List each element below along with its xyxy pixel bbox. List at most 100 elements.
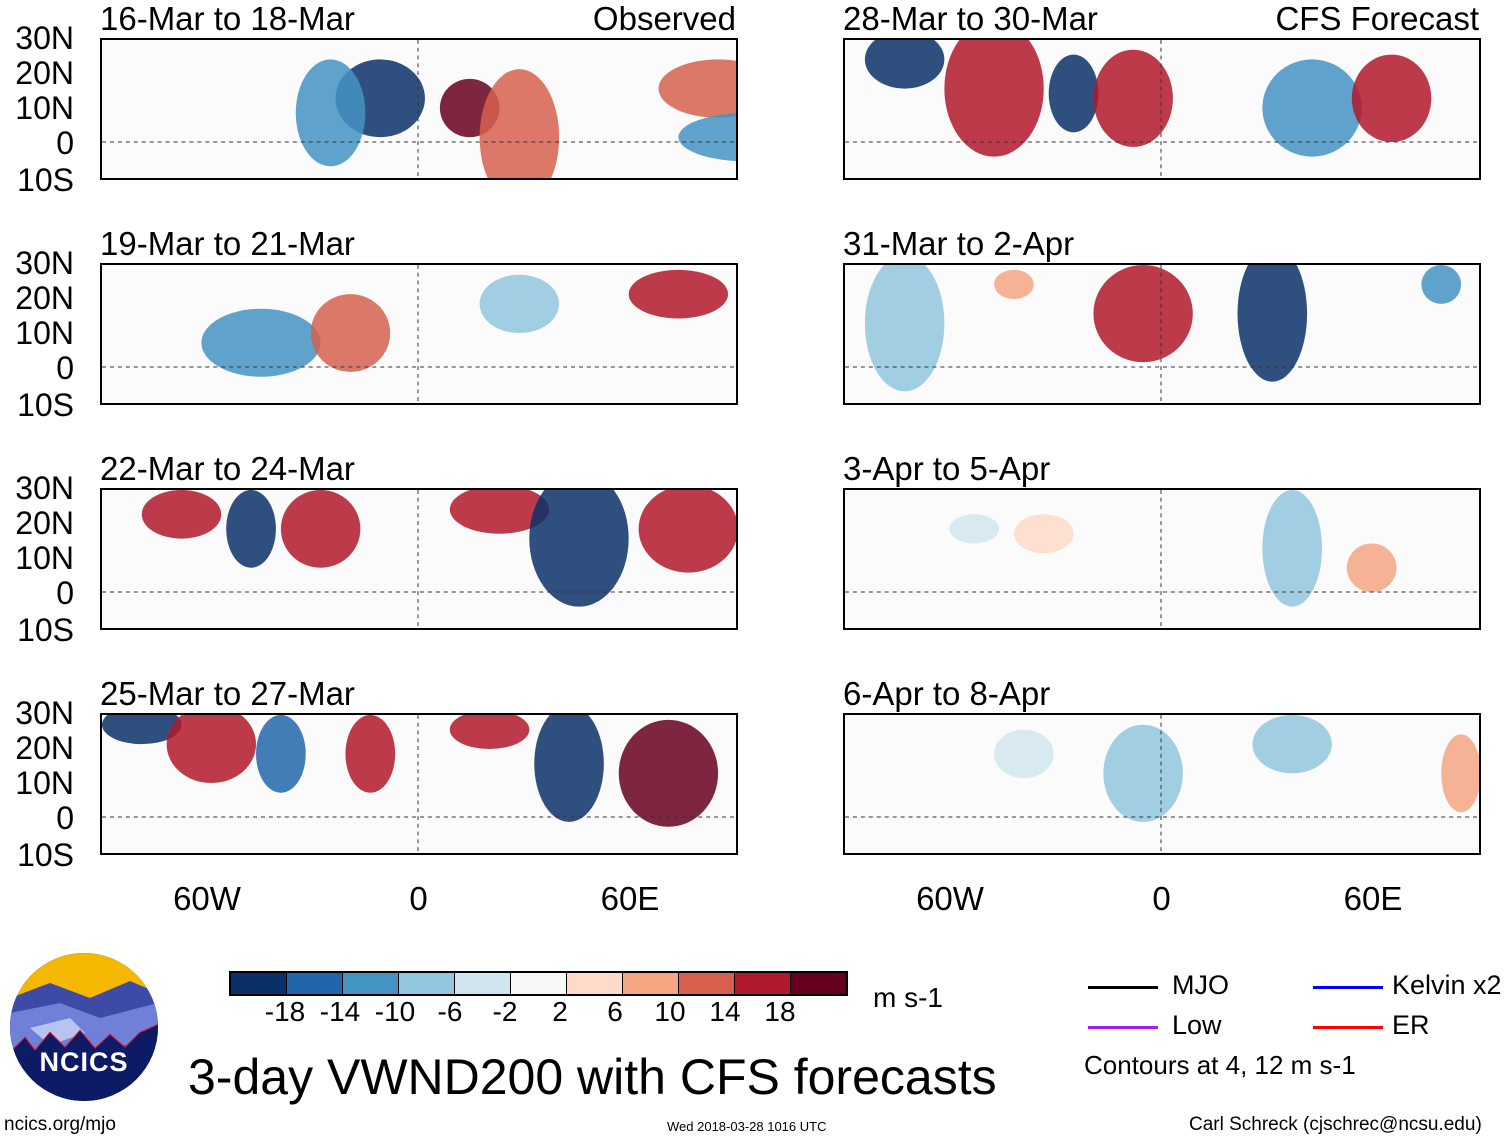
- anomaly-region: [1237, 265, 1308, 382]
- colorbar-swatch: [287, 973, 343, 994]
- lon-label: 0: [409, 880, 428, 917]
- lat-label: 0: [56, 575, 74, 611]
- colorbar-label: -14: [319, 996, 361, 1027]
- panel-title: 25-Mar to 27-Mar: [100, 675, 355, 712]
- anomaly-region: [226, 490, 276, 568]
- lat-label: 30N: [15, 245, 74, 281]
- anomaly-region: [345, 715, 396, 793]
- ncics-logo: NCICS: [10, 953, 158, 1101]
- footer-url[interactable]: ncics.org/mjo: [4, 1114, 116, 1135]
- legend-label-mjo: MJO: [1172, 970, 1229, 1000]
- panel-title: 28-Mar to 30-Mar: [843, 0, 1098, 37]
- anomaly-region: [479, 69, 560, 178]
- panel-title: 6-Apr to 8-Apr: [843, 675, 1051, 712]
- map-panel: [100, 488, 738, 630]
- anomaly-region: [1093, 265, 1193, 363]
- panel-title: 3-Apr to 5-Apr: [843, 450, 1051, 487]
- colorbar-label: 2: [552, 996, 568, 1027]
- map-panel: [843, 488, 1481, 630]
- anomaly-region: [256, 715, 306, 793]
- lon-label: 60E: [1343, 880, 1403, 917]
- anomaly-region: [1351, 54, 1432, 143]
- anomaly-region: [1346, 543, 1397, 593]
- anomaly-region: [1048, 54, 1099, 133]
- map-panel: [843, 713, 1481, 855]
- contour-note: Contours at 4, 12 m s-1: [1084, 1050, 1356, 1080]
- anomaly-region: [1262, 490, 1322, 607]
- colorbar-label: 18: [764, 996, 796, 1027]
- lat-label: 10S: [17, 837, 74, 873]
- colorbar-swatch: [343, 973, 399, 994]
- colorbar-swatch: [511, 973, 567, 994]
- lat-label: 10N: [15, 90, 74, 126]
- lat-label: 0: [56, 350, 74, 386]
- anomaly-region: [449, 490, 550, 534]
- colorbar-label: 6: [607, 996, 623, 1027]
- colorbar-label: -10: [374, 996, 416, 1027]
- footer-timestamp: Wed 2018-03-28 1016 UTC: [667, 1119, 827, 1134]
- anomaly-region: [201, 308, 321, 377]
- anomaly-region: [864, 265, 945, 392]
- anomaly-region: [628, 269, 729, 319]
- lat-label: 10N: [15, 540, 74, 576]
- colorbar-swatch: [567, 973, 623, 994]
- anomaly-region: [994, 729, 1054, 779]
- colorbar-swatch: [623, 973, 679, 994]
- figure-title: 3-day VWND200 with CFS forecasts: [188, 1049, 997, 1105]
- lon-label: 60W: [916, 880, 984, 917]
- lat-label: 20N: [15, 505, 74, 541]
- lon-label: 60W: [173, 880, 241, 917]
- colorbar-swatch: [455, 973, 511, 994]
- panel-title: 22-Mar to 24-Mar: [100, 450, 355, 487]
- legend-line-kelvin: [1313, 986, 1383, 989]
- anomaly-region: [529, 490, 629, 607]
- anomaly-region: [534, 715, 604, 822]
- legend-label-er: ER: [1392, 1010, 1430, 1040]
- anomaly-region: [638, 490, 736, 573]
- lat-label: 20N: [15, 55, 74, 91]
- anomaly-region: [864, 40, 945, 89]
- colorbar-swatch: [735, 973, 791, 994]
- anomaly-region: [1103, 724, 1183, 822]
- colorbar-swatch: [231, 973, 287, 994]
- anomaly-region: [141, 490, 222, 539]
- anomaly-region: [449, 715, 530, 750]
- colorbar-label: -2: [492, 996, 518, 1027]
- anomaly-region: [310, 294, 391, 372]
- map-panel: [100, 38, 738, 180]
- logo-text: NCICS: [39, 1047, 129, 1077]
- map-panel: [843, 263, 1481, 405]
- colorbar-label: 14: [709, 996, 741, 1027]
- colorbar-swatch: [399, 973, 455, 994]
- map-panel: [100, 263, 738, 405]
- colorbar-swatch: [791, 973, 846, 994]
- anomaly-region: [658, 59, 736, 118]
- lat-label: 0: [56, 125, 74, 161]
- colorbar-label: 10: [654, 996, 686, 1027]
- colorbar-label: -18: [264, 996, 306, 1027]
- panel-title: 16-Mar to 18-Mar: [100, 0, 355, 37]
- lon-label: 60E: [600, 880, 660, 917]
- map-panel: [843, 38, 1481, 180]
- anomaly-region: [1252, 715, 1332, 774]
- lat-label: 30N: [15, 470, 74, 506]
- anomaly-region: [1262, 59, 1362, 157]
- anomaly-region: [102, 715, 182, 745]
- legend-line-mjo: [1088, 986, 1158, 989]
- legend-label-kelvin: Kelvin x2: [1392, 970, 1502, 1000]
- colorbar-label: -6: [437, 996, 463, 1027]
- anomaly-region: [618, 719, 719, 827]
- anomaly-region: [166, 715, 257, 784]
- lat-label: 20N: [15, 280, 74, 316]
- panel-tag: CFS Forecast: [1275, 0, 1479, 37]
- map-panel: [100, 713, 738, 855]
- panel-title: 19-Mar to 21-Mar: [100, 225, 355, 262]
- anomaly-region: [994, 269, 1034, 300]
- lat-label: 0: [56, 800, 74, 836]
- footer-author: Carl Schreck (cjschrec@ncsu.edu): [1189, 1114, 1482, 1135]
- lat-label: 30N: [15, 695, 74, 731]
- anomaly-region: [678, 113, 736, 162]
- lat-label: 10N: [15, 315, 74, 351]
- colorbar-units: m s-1: [873, 982, 943, 1013]
